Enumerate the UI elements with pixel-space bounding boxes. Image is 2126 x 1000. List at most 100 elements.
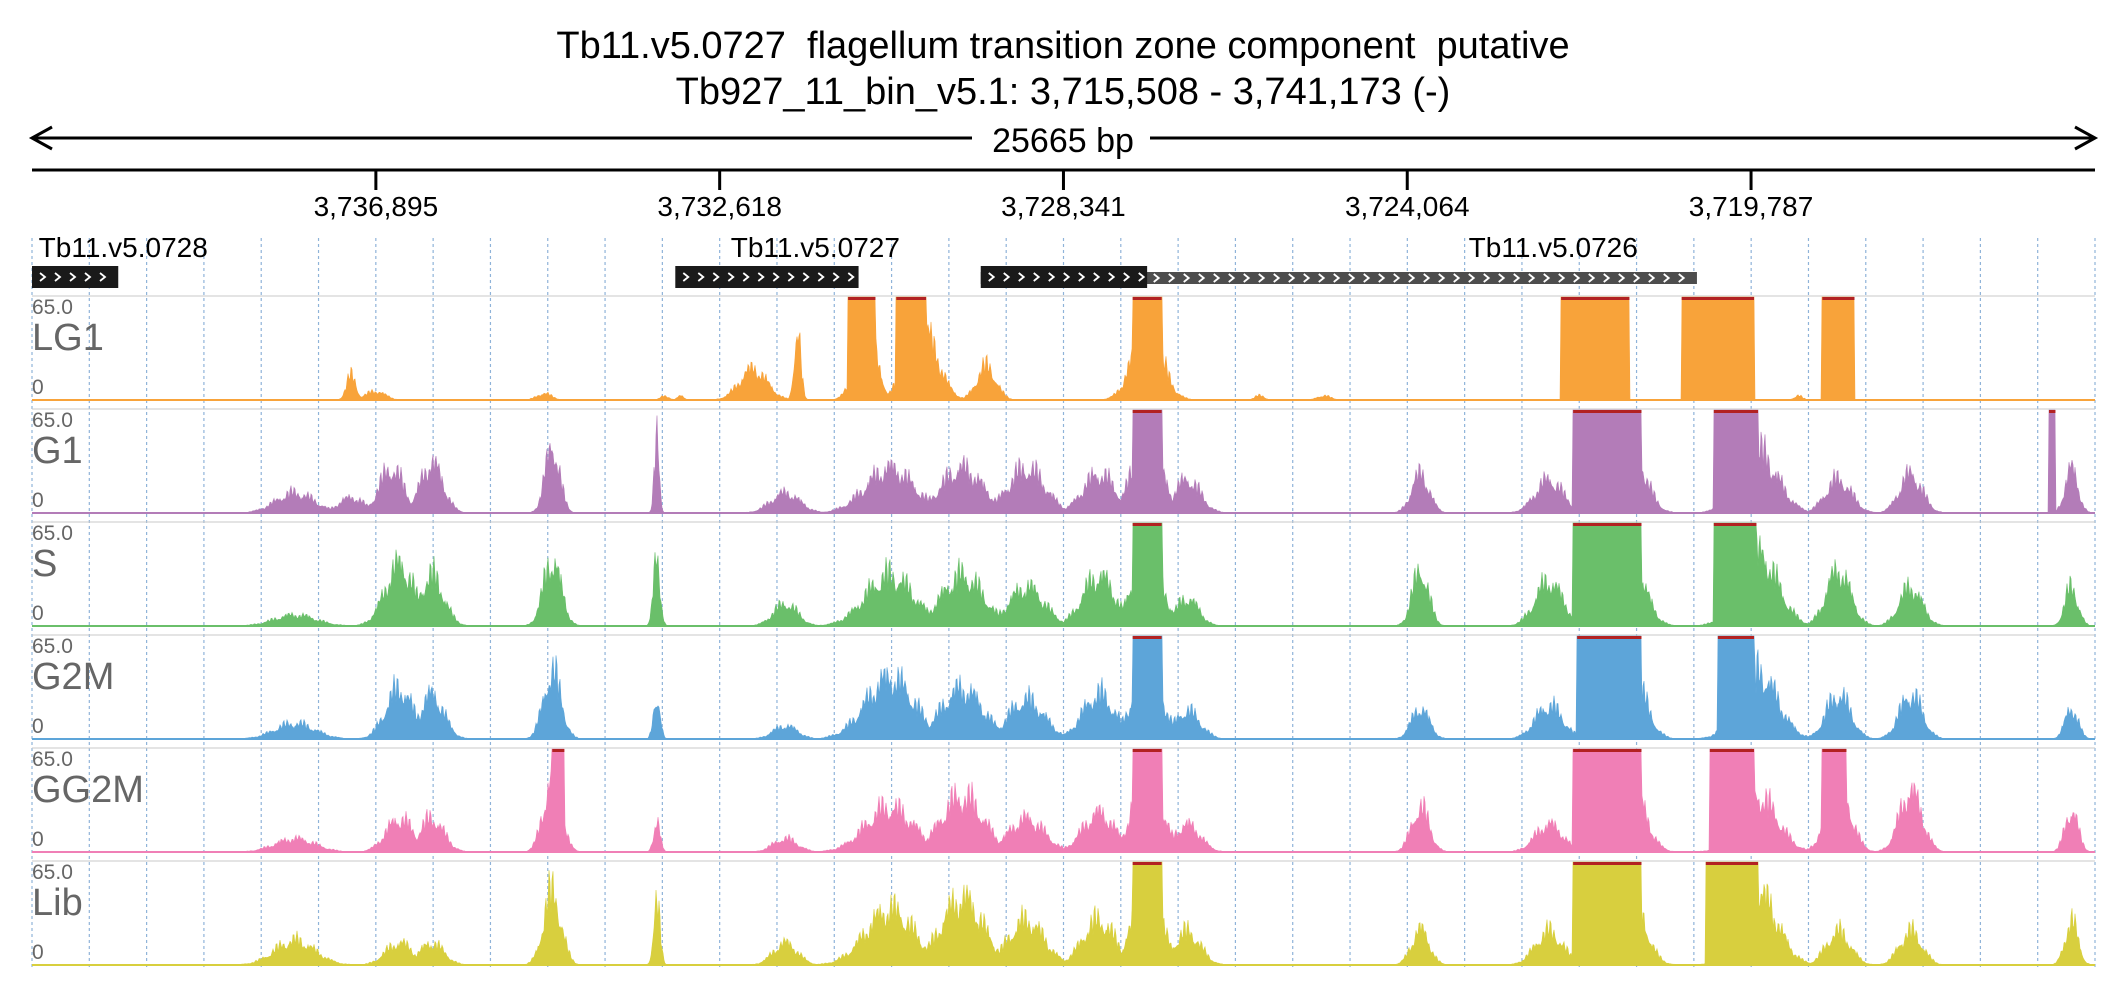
track-ymax-label-g1: 65.0	[32, 409, 73, 432]
ruler-tick-label-2: 3,732,618	[657, 191, 782, 222]
track-ymin-label-g1: 0	[32, 489, 44, 512]
gene-3-utr-strand-chevron-43	[1618, 273, 1626, 283]
gene-1-strand-chevron-3	[69, 272, 77, 282]
track-ymax-label-g2m: 65.0	[32, 635, 73, 658]
gene-3-utr-strand-chevron-45	[1648, 273, 1656, 283]
clip-marker-gg2m-3	[1573, 749, 1642, 752]
clip-marker-s-2	[1573, 523, 1642, 526]
gene-track: Tb11.v5.0728 Tb11.v5.0727 Tb11.v5.0726	[32, 232, 1697, 288]
clip-marker-g1-4	[2049, 410, 2056, 413]
gene-3-cds-strand-chevron-7	[1078, 272, 1086, 282]
gene-3-cds-strand-chevron-2	[1003, 272, 1011, 282]
gene-1-strand-chevron-2	[54, 272, 62, 282]
gene-label-3[interactable]: Tb11.v5.0726	[1469, 232, 1638, 263]
gene-3-utr-strand-chevron-39	[1558, 273, 1566, 283]
coverage-tracks: 65.00LG165.00G165.00S65.00G2M65.00GG2M65…	[32, 295, 2096, 966]
gene-3-cds-strand-chevron-4	[1033, 272, 1041, 282]
track-gg2m: 65.0 0 GG2M	[32, 747, 2096, 853]
gene-1-strand-chevron-5	[99, 272, 107, 282]
clip-marker-lg1-5	[1681, 297, 1755, 300]
gene-2-strand-chevron-1	[682, 272, 690, 282]
gene-label-2[interactable]: Tb11.v5.0727	[731, 232, 900, 263]
gene-2-strand-chevron-3	[712, 272, 720, 282]
gene-2-strand-chevron-11	[832, 272, 840, 282]
gene-3-utr-strand-chevron-44	[1633, 273, 1641, 283]
gene-3-cds-strand-chevron-6	[1063, 272, 1071, 282]
track-ymax-label-gg2m: 65.0	[32, 748, 73, 771]
gene-3-utr-strand-chevron-14	[1183, 273, 1191, 283]
gene-3-utr-strand-chevron-46	[1663, 273, 1671, 283]
clip-marker-s-1	[1132, 523, 1162, 526]
clip-marker-lib-1	[1132, 862, 1162, 865]
gene-2-strand-chevron-4	[727, 272, 735, 282]
gene-3-utr-strand-chevron-24	[1333, 273, 1341, 283]
gene-3-utr-strand-chevron-42	[1603, 273, 1611, 283]
gene-3-cds-strand-chevron-1	[988, 272, 996, 282]
gene-3-cds-strand-chevron-3	[1018, 272, 1026, 282]
gene-3-utr-strand-chevron-12	[1153, 273, 1161, 283]
clip-marker-g1-2	[1573, 410, 1642, 413]
gene-label-1[interactable]: Tb11.v5.0728	[39, 232, 208, 263]
ruler-tick-label-4: 3,724,064	[1345, 191, 1470, 222]
gene-3-utr-strand-chevron-38	[1543, 273, 1551, 283]
gene-3-utr-strand-chevron-34	[1483, 273, 1491, 283]
track-g2m: 65.0 0 G2M	[32, 634, 2096, 740]
track-ymax-label-lg1: 65.0	[32, 296, 73, 319]
chart-subtitle: Tb927_11_bin_v5.1: 3,715,508 - 3,741,173…	[676, 71, 1451, 113]
gene-3-utr-strand-chevron-36	[1513, 273, 1521, 283]
track-ymax-label-lib: 65.0	[32, 861, 73, 884]
gene-3-utr-strand-chevron-47	[1678, 273, 1686, 283]
span-arrow-head-right	[2074, 125, 2099, 151]
gene-3-utr-strand-chevron-15	[1198, 273, 1206, 283]
gene-3-cds-strand-chevron-10	[1123, 272, 1131, 282]
gene-3-utr-strand-chevron-23	[1318, 273, 1326, 283]
gene-3-cds-strand-chevron-9	[1108, 272, 1116, 282]
gene-3-utr-strand-chevron-25	[1348, 273, 1356, 283]
gene-model-2[interactable]	[675, 266, 859, 288]
gene-2-strand-chevron-6	[757, 272, 765, 282]
gene-2-strand-chevron-2	[697, 272, 705, 282]
clip-marker-lg1-3	[1132, 297, 1162, 300]
gene-3-cds-1[interactable]	[980, 266, 1148, 288]
track-ymin-label-lg1: 0	[32, 376, 44, 399]
span-length-label: 25665 bp	[992, 122, 1134, 160]
track-ymin-label-lib: 0	[32, 941, 44, 964]
track-lib: 65.0 0 Lib	[32, 860, 2096, 966]
gene-3-utr-strand-chevron-41	[1588, 273, 1596, 283]
gene-3-utr-strand-chevron-32	[1453, 273, 1461, 283]
gene-3-utr-strand-chevron-17	[1228, 273, 1236, 283]
clip-marker-gg2m-5	[1822, 749, 1847, 752]
ruler-ticks: 3,736,895 3,732,618 3,728,341 3,724,064 3,71…	[314, 170, 1814, 222]
track-name-lg1: LG1	[32, 317, 104, 359]
gene-3-utr-strand-chevron-37	[1528, 273, 1536, 283]
gene-3-utr-strand-chevron-35	[1498, 273, 1506, 283]
clip-marker-lib-2	[1573, 862, 1642, 865]
gene-3-utr-strand-chevron-33	[1468, 273, 1476, 283]
span-arrow-head-left	[28, 125, 53, 151]
clip-marker-g2m-2	[1577, 636, 1642, 639]
gene-3-utr-strand-chevron-13	[1168, 273, 1176, 283]
gene-3-utr-strand-chevron-21	[1288, 273, 1296, 283]
clip-marker-g2m-3	[1717, 636, 1755, 639]
gene-3-utr-strand-chevron-29	[1408, 273, 1416, 283]
gene-2-strand-chevron-5	[742, 272, 750, 282]
gene-3-utr-strand-chevron-16	[1213, 273, 1221, 283]
clip-marker-gg2m-2	[1132, 749, 1162, 752]
gene-2-strand-chevron-8	[787, 272, 795, 282]
gene-3-utr-strand-chevron-20	[1273, 273, 1281, 283]
track-name-gg2m: GG2M	[32, 769, 144, 811]
track-name-s: S	[32, 543, 57, 585]
gene-2-strand-chevron-7	[772, 272, 780, 282]
ruler-tick-label-5: 3,719,787	[1689, 191, 1814, 222]
track-g1: 65.0 0 G1	[32, 408, 2096, 514]
gene-3-utr-strand-chevron-28	[1393, 273, 1401, 283]
track-ymin-label-s: 0	[32, 602, 44, 625]
track-ymin-label-gg2m: 0	[32, 828, 44, 851]
gene-2-strand-chevron-10	[817, 272, 825, 282]
clip-marker-g1-3	[1713, 410, 1759, 413]
gene-3-utr-strand-chevron-40	[1573, 273, 1581, 283]
gene-1-strand-chevron-4	[84, 272, 92, 282]
gene-3-utr-strand-chevron-27	[1378, 273, 1386, 283]
gene-3-utr-strand-chevron-22	[1303, 273, 1311, 283]
